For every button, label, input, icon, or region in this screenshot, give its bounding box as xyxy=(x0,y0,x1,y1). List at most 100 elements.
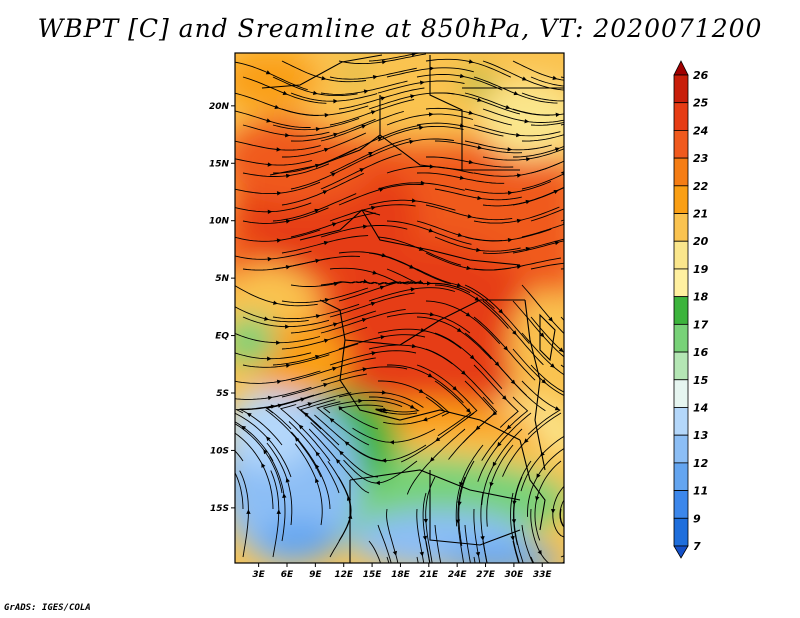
streamline-arrow xyxy=(492,461,497,467)
streamline-arrow xyxy=(618,347,623,351)
streamline-arrow xyxy=(228,478,232,483)
streamline-arrow xyxy=(338,406,344,411)
streamline xyxy=(579,114,662,141)
streamline-arrow xyxy=(276,379,282,384)
streamline-arrow xyxy=(554,406,560,411)
streamline-arrow xyxy=(568,528,573,532)
colorbar-label: 11 xyxy=(693,485,708,498)
streamline-arrow xyxy=(610,188,615,192)
streamline-arrow xyxy=(422,417,428,422)
streamline-arrow xyxy=(571,156,576,160)
streamline-arrow xyxy=(548,316,553,322)
streamline-arrow xyxy=(362,224,368,229)
colorbar-label: 20 xyxy=(693,235,709,248)
streamline-arrow xyxy=(285,132,290,138)
colorbar-box xyxy=(673,379,689,408)
streamline-arrow xyxy=(273,300,278,305)
streamline xyxy=(530,262,564,270)
lon-tick-label: 6E xyxy=(281,570,294,580)
streamline xyxy=(368,540,381,563)
streamline-arrow xyxy=(465,312,471,317)
streamline-arrow xyxy=(461,370,466,376)
streamline-arrow xyxy=(622,235,627,239)
streamline-arrow xyxy=(507,147,513,152)
streamline-arrow xyxy=(564,99,569,103)
streamline xyxy=(570,301,647,334)
streamline xyxy=(579,235,664,253)
streamline-arrow xyxy=(618,122,623,126)
streamline-arrow xyxy=(423,518,428,524)
streamline-arrow xyxy=(512,330,517,336)
streamline xyxy=(579,285,655,319)
streamline-arrow xyxy=(457,232,463,237)
streamline-arrow xyxy=(381,59,387,65)
latitude-axis: 20N 15N 10N 5N EQ 5S 10S 15S xyxy=(209,102,235,514)
colorbar-label: 7 xyxy=(693,540,701,553)
streamline-arrow xyxy=(456,282,462,288)
streamline-arrow xyxy=(468,59,474,64)
streamline-arrow xyxy=(371,205,376,211)
streamline-arrow xyxy=(410,287,416,292)
streamline-arrow xyxy=(603,271,608,275)
streamline xyxy=(530,160,564,174)
colorbar-label: 21 xyxy=(693,208,708,221)
streamline-arrow xyxy=(480,535,485,541)
streamline xyxy=(566,501,584,525)
streamline-arrow xyxy=(524,118,530,124)
streamline-arrow xyxy=(611,311,616,315)
streamline xyxy=(521,223,564,238)
streamline-arrow xyxy=(541,378,547,384)
streamline-arrow xyxy=(277,403,283,408)
streamline-arrow xyxy=(452,385,458,391)
streamline-arrow xyxy=(323,147,329,152)
streamline-arrow xyxy=(431,584,435,589)
streamline-arrow xyxy=(459,481,464,487)
streamline-arrow xyxy=(267,209,273,214)
streamline-arrow xyxy=(335,458,341,464)
colorbar-label: 12 xyxy=(693,457,709,470)
streamline-arrow xyxy=(332,366,338,371)
colorbar-label: 9 xyxy=(693,512,701,525)
streamline-arrow xyxy=(558,571,563,576)
colorbar-label: 17 xyxy=(693,318,709,331)
streamline-arrow xyxy=(429,66,435,71)
streamline-arrow xyxy=(285,477,290,483)
streamline xyxy=(560,123,564,126)
streamline-arrow xyxy=(419,80,425,85)
streamline-arrow xyxy=(285,219,291,224)
streamline-arrow xyxy=(276,509,281,514)
streamline xyxy=(579,362,662,385)
streamline-arrow xyxy=(276,340,281,345)
streamline-arrow xyxy=(553,190,559,195)
streamline xyxy=(206,460,228,541)
streamline-arrow xyxy=(411,53,417,57)
colorbar-box xyxy=(673,351,689,381)
streamline-arrow xyxy=(315,126,321,132)
streamline-arrow xyxy=(282,90,288,95)
streamline-arrow xyxy=(580,512,584,517)
colorbar-box xyxy=(673,490,689,519)
streamline-arrow xyxy=(200,445,205,449)
streamline-arrow xyxy=(188,415,193,419)
streamline-arrow xyxy=(420,600,424,605)
streamline-arrow xyxy=(381,390,387,395)
streamline-arrow xyxy=(435,436,441,442)
streamline-arrow xyxy=(477,600,481,605)
streamline-arrow xyxy=(621,380,626,384)
grads-credit: GrADS: IGES/COLA xyxy=(4,603,91,613)
streamline-arrow xyxy=(389,440,395,445)
streamline xyxy=(377,524,392,563)
streamline-arrow xyxy=(507,237,513,243)
streamline-arrow xyxy=(276,238,282,243)
streamline-arrow xyxy=(359,168,365,173)
colorbar-box xyxy=(673,185,689,214)
streamline-arrow xyxy=(582,500,587,505)
streamline-arrow xyxy=(469,354,475,360)
colorbar-label: 22 xyxy=(693,180,709,193)
streamline-arrow xyxy=(502,395,507,401)
lon-tick-label: 12E xyxy=(334,570,354,580)
streamline-arrow xyxy=(379,187,385,192)
streamline xyxy=(521,92,564,102)
streamline-arrow xyxy=(539,332,545,338)
